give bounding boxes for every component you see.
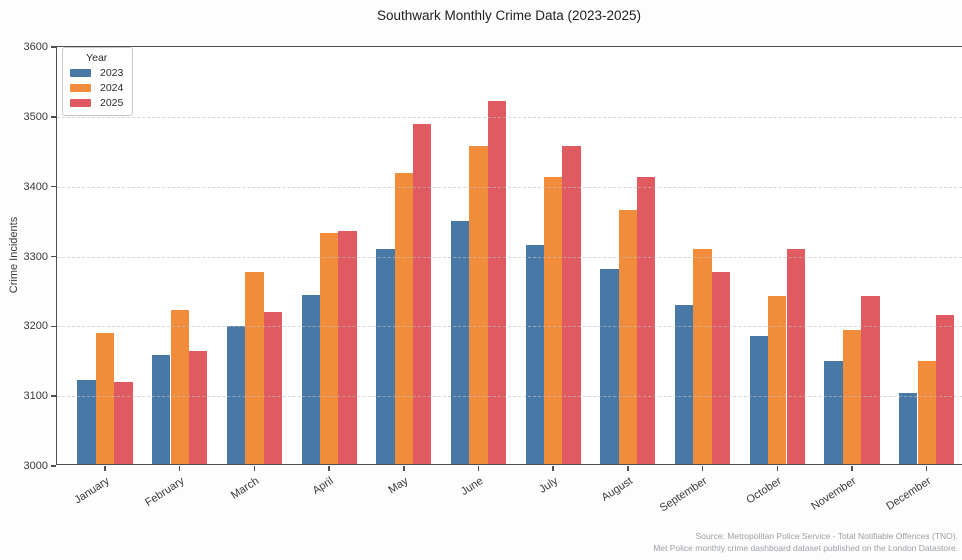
bar-2023-January xyxy=(77,379,96,464)
x-tick-mark-May xyxy=(403,466,405,471)
x-tick-mark-August xyxy=(627,466,629,471)
legend-swatch-2024 xyxy=(70,84,91,92)
x-tick-label-text: June xyxy=(458,475,486,499)
x-tick-mark-December xyxy=(925,466,928,471)
gridline-3100 xyxy=(57,396,962,398)
y-tick-mark-3100 xyxy=(50,395,56,397)
bar-2025-December xyxy=(935,314,955,464)
bar-2025-October xyxy=(786,248,805,464)
bar-2023-July xyxy=(525,245,544,464)
x-tick-mark-April xyxy=(328,466,330,471)
x-tick-label-text: September xyxy=(657,475,710,515)
y-tick-label-3600: 3600 xyxy=(23,41,48,53)
legend-item-2023: 2023 xyxy=(70,67,123,79)
y-tick-label-3500: 3500 xyxy=(23,110,48,123)
bar-2025-September xyxy=(711,271,731,464)
x-tick-label-text: March xyxy=(228,475,261,502)
bar-2025-February xyxy=(188,350,208,464)
x-tick-mark-November xyxy=(851,466,853,471)
y-tick-label-3300: 3300 xyxy=(23,250,48,263)
bar-2025-April xyxy=(338,230,357,464)
x-tick-label-text: October xyxy=(744,475,784,507)
x-tick-label-text: July xyxy=(536,475,560,496)
gridline-3200 xyxy=(57,326,962,328)
bar-2025-July xyxy=(562,145,581,464)
gridline-3500 xyxy=(57,116,962,118)
y-tick-label-3000: 3000 xyxy=(23,460,48,472)
bar-2024-February xyxy=(170,309,189,464)
x-tick-mark-October xyxy=(776,466,779,471)
y-tick-mark-3600 xyxy=(50,46,56,48)
bar-2024-July xyxy=(544,177,563,464)
bar-2023-November xyxy=(824,360,843,464)
chart-title: Southwark Monthly Crime Data (2023-2025) xyxy=(376,8,642,23)
legend-swatch-2023 xyxy=(70,69,91,77)
bar-2025-January xyxy=(114,381,133,464)
bar-2024-April xyxy=(319,232,339,464)
bar-2024-March xyxy=(245,271,264,464)
plot-area: 3000 3100 3200 3300 3400 3500 3600 January Febru… xyxy=(24,41,962,514)
bar-2025-August xyxy=(637,177,656,464)
bar-2023-April xyxy=(301,295,320,464)
x-tick-mark-March xyxy=(253,466,256,471)
source-line-1: Source: Metropolitan Police Service - To… xyxy=(695,531,958,542)
x-tick-label-text: May xyxy=(386,475,411,497)
bar-2024-October xyxy=(768,296,787,464)
source-line-2: Met Police monthly crime dashboard datas… xyxy=(653,543,958,554)
x-tick-label-text: December xyxy=(884,475,934,513)
bar-2024-August xyxy=(618,209,638,464)
x-tick-label-text: August xyxy=(599,475,635,504)
bar-2024-May xyxy=(394,172,413,464)
source-note: Source: Metropolitan Police Service - To… xyxy=(653,531,958,555)
y-tick-mark-3000 xyxy=(50,465,56,467)
y-tick-mark-3200 xyxy=(50,325,56,328)
x-tick-label-text: January xyxy=(72,475,112,507)
bar-2023-March xyxy=(226,325,246,464)
legend-items: 2023 2024 2025 xyxy=(70,67,123,109)
legend-label-2023: 2023 xyxy=(100,67,124,79)
bar-2025-June xyxy=(487,100,507,464)
y-tick-mark-3400 xyxy=(50,185,56,188)
bar-2024-December xyxy=(917,361,936,464)
bar-2024-June xyxy=(469,146,488,464)
bar-2023-December xyxy=(899,392,918,464)
bar-2024-January xyxy=(95,332,115,464)
bar-2025-March xyxy=(263,311,282,464)
x-tick-mark-January xyxy=(104,466,106,471)
gridline-3300 xyxy=(57,256,962,258)
legend-item-2025: 2025 xyxy=(70,97,123,109)
y-tick-label-3400: 3400 xyxy=(23,180,48,193)
y-tick-mark-3500 xyxy=(50,116,56,118)
y-tick-label-3200: 3200 xyxy=(23,320,48,333)
x-tick-label-text: November xyxy=(809,475,859,513)
x-tick-mark-September xyxy=(701,466,704,471)
bar-2023-February xyxy=(152,355,171,464)
legend-swatch-2025 xyxy=(70,99,91,107)
x-tick-label-text: February xyxy=(142,475,187,510)
x-tick-label-text: April xyxy=(310,475,336,498)
bar-2023-August xyxy=(600,269,619,464)
y-tick-mark-3300 xyxy=(50,255,56,258)
bar-2023-October xyxy=(749,335,769,464)
y-tick-label-3100: 3100 xyxy=(23,390,48,403)
bar-2023-September xyxy=(675,304,694,464)
bar-2023-June xyxy=(450,220,470,464)
x-tick-mark-February xyxy=(178,466,181,471)
bar-2024-September xyxy=(693,248,712,464)
bar-2025-May xyxy=(413,123,432,464)
bar-2025-November xyxy=(861,295,880,464)
gridline-3400 xyxy=(57,186,962,188)
legend-title: Year xyxy=(86,52,108,64)
legend-label-2024: 2024 xyxy=(100,82,124,94)
bar-2023-May xyxy=(376,248,395,464)
legend: Year 2023 2024 2025 xyxy=(62,47,134,116)
x-tick-mark-June xyxy=(477,466,480,471)
x-tick-mark-July xyxy=(552,466,554,471)
legend-label-2025: 2025 xyxy=(100,97,124,109)
legend-item-2024: 2024 xyxy=(70,82,123,94)
